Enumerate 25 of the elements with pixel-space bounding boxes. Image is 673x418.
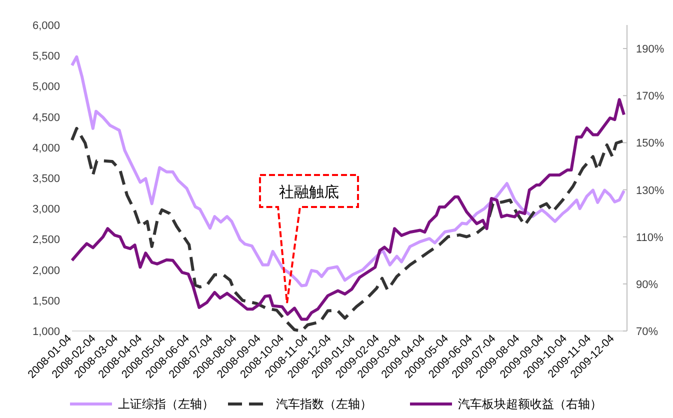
y-tick-label: 2,500 [32,234,60,246]
y-tick-label: 4,500 [32,112,60,124]
legend-label: 汽车板块超额收益（右轴） [458,397,602,411]
legend-label: 汽车指数（左轴） [276,397,372,411]
y-tick-label: 1,500 [32,295,60,308]
line-series [70,126,626,332]
y2-tick-label: 170% [636,90,664,103]
y-tick-label: 4,000 [32,142,60,154]
y2-tick-label: 190% [636,44,664,56]
y2-tick-label: 110% [636,232,664,244]
y-tick-label: 3,500 [32,173,60,185]
y2-tick-label: 150% [636,138,664,150]
y-tick-label: 5,000 [32,81,60,94]
y-tick-label: 1,000 [32,326,60,338]
y2-tick-label: 90% [636,278,658,291]
y-tick-label: 2,000 [32,264,60,277]
line-series [70,98,626,321]
legend-label: 上证综指（左轴） [118,397,214,411]
y2-tick-label: 70% [636,326,658,338]
annotation: 社融触底 [279,184,339,201]
y-tick-label: 5,500 [32,50,60,63]
y-tick-label: 3,000 [32,204,60,216]
line-series [70,55,626,288]
y-tick-label: 6,000 [32,20,60,32]
y2-tick-label: 130% [636,184,664,197]
